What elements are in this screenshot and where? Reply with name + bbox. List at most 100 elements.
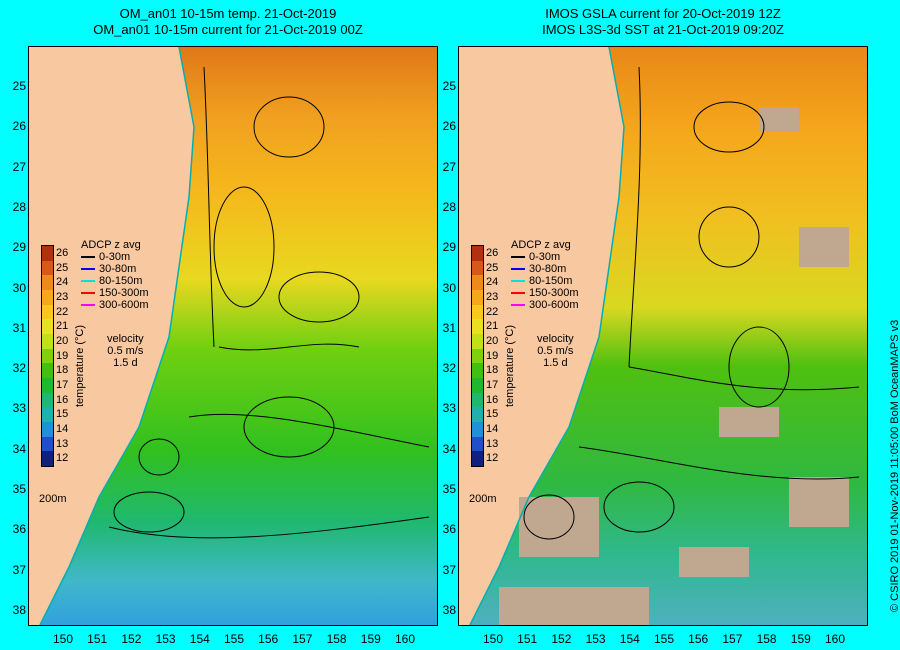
legend-item: 300-600m bbox=[511, 299, 579, 311]
left-velocity-duration: 1.5 d bbox=[113, 357, 138, 369]
left-legend-title: ADCP z avg bbox=[81, 239, 141, 251]
right-title-line2: IMOS L3S-3d SST at 21-Oct-2019 09:20Z bbox=[542, 22, 784, 37]
longitude-tick: 155 bbox=[653, 632, 675, 646]
legend-item: 80-150m bbox=[81, 275, 149, 287]
left-map-panel[interactable]: 26 25 24 23 22 21 20 19 18 17 16 15 14 13 12 temperatu… bbox=[28, 46, 438, 626]
latitude-tick: 29 bbox=[12, 240, 26, 255]
latitude-tick: 37 bbox=[12, 562, 26, 577]
colorbar-segment bbox=[42, 260, 53, 276]
legend-arrow-icon bbox=[81, 256, 95, 259]
colorbar-tick: 22 bbox=[486, 305, 499, 318]
right-ocean bbox=[470, 47, 867, 625]
colorbar-segment bbox=[472, 348, 483, 364]
legend-item-label: 30-80m bbox=[529, 263, 567, 275]
legend-arrow-icon bbox=[511, 292, 525, 295]
longitude-tick: 159 bbox=[360, 632, 381, 646]
colorbar-tick: 24 bbox=[486, 276, 499, 289]
colorbar-tick: 16 bbox=[56, 393, 69, 406]
colorbar-segment bbox=[42, 304, 53, 320]
colorbar-segment bbox=[472, 246, 483, 261]
colorbar-segment bbox=[42, 421, 53, 437]
left-colorbar-label: temperature (°C) bbox=[74, 324, 86, 407]
legend-item: 300-600m bbox=[81, 299, 149, 311]
copyright-text: © CSIRO 2019 01-Nov-2019 11:05:00 BoM Oc… bbox=[889, 319, 900, 612]
colorbar-segment bbox=[472, 377, 483, 393]
colorbar-segment bbox=[472, 333, 483, 349]
latitude-tick: 30 bbox=[442, 280, 456, 295]
colorbar-segment bbox=[472, 260, 483, 276]
colorbar-tick: 13 bbox=[56, 437, 69, 450]
longitude-tick: 159 bbox=[790, 632, 811, 646]
right-velocity-scale: 0.5 m/s bbox=[537, 345, 574, 357]
longitude-tick: 160 bbox=[824, 632, 846, 646]
colorbar-tick: 20 bbox=[486, 335, 499, 347]
latitude-tick: 34 bbox=[442, 441, 456, 456]
latitude-tick: 37 bbox=[442, 562, 456, 577]
colorbar-segment bbox=[42, 333, 53, 349]
colorbar-segment bbox=[472, 451, 483, 466]
colorbar-tick: 20 bbox=[56, 335, 69, 347]
legend-item-label: 80-150m bbox=[529, 275, 573, 287]
latitude-tick: 35 bbox=[442, 482, 456, 496]
longitude-tick: 155 bbox=[223, 632, 245, 646]
left-current-lines bbox=[108, 66, 430, 539]
legend-item-label: 30-80m bbox=[99, 263, 137, 275]
colorbar-tick: 23 bbox=[56, 291, 69, 303]
right-panel-title: IMOS GSLA current for 20-Oct-2019 12Z IM… bbox=[458, 6, 868, 38]
left-map-svg bbox=[39, 47, 437, 625]
longitude-tick: 150 bbox=[482, 632, 504, 646]
right-cloud-mask bbox=[499, 107, 849, 625]
legend-item: 80-150m bbox=[511, 275, 579, 287]
left-velocity-label: velocity bbox=[107, 333, 144, 345]
colorbar-tick: 13 bbox=[486, 437, 499, 450]
colorbar-segment bbox=[472, 319, 483, 334]
longitude-tick: 152 bbox=[121, 632, 142, 646]
longitude-tick: 160 bbox=[394, 632, 416, 646]
longitude-tick: 158 bbox=[326, 632, 347, 646]
colorbar-tick: 18 bbox=[486, 364, 499, 377]
longitude-tick: 157 bbox=[722, 632, 743, 646]
colorbar-tick: 14 bbox=[486, 423, 499, 435]
colorbar-tick: 14 bbox=[56, 423, 69, 435]
colorbar-segment bbox=[472, 363, 483, 378]
colorbar-segment bbox=[42, 436, 53, 452]
right-map-panel[interactable]: 26 25 24 23 22 21 20 19 18 17 16 15 14 13 12 temperatu… bbox=[458, 46, 868, 626]
legend-arrow-icon bbox=[81, 280, 95, 283]
longitude-tick: 156 bbox=[688, 632, 709, 646]
colorbar-tick: 22 bbox=[56, 305, 69, 318]
colorbar-segment bbox=[42, 319, 53, 334]
colorbar-segment bbox=[42, 407, 53, 422]
right-colorbar bbox=[471, 245, 484, 467]
colorbar-segment bbox=[472, 421, 483, 437]
right-legend: ADCP z avg 0-30m 30-80m 80-150m 150-300m 300… bbox=[511, 239, 579, 311]
colorbar-tick: 21 bbox=[56, 320, 69, 333]
right-coastline bbox=[469, 47, 625, 625]
longitude-tick: 154 bbox=[619, 632, 640, 646]
colorbar-segment bbox=[472, 436, 483, 452]
colorbar-tick: 15 bbox=[56, 408, 69, 421]
legend-arrow-icon bbox=[81, 304, 95, 307]
colorbar-tick: 21 bbox=[486, 320, 499, 333]
left-title-line1: OM_an01 10-15m temp. 21-Oct-2019 bbox=[119, 6, 337, 21]
legend-item-label: 0-30m bbox=[99, 251, 131, 263]
colorbar-tick: 18 bbox=[56, 364, 69, 377]
colorbar-tick: 25 bbox=[56, 261, 69, 274]
left-coastline bbox=[39, 47, 195, 625]
left-ocean bbox=[40, 47, 437, 625]
legend-item-label: 80-150m bbox=[99, 275, 143, 287]
longitude-tick: 150 bbox=[52, 632, 74, 646]
latitude-tick: 29 bbox=[442, 240, 456, 255]
right-colorbar-label: temperature (°C) bbox=[504, 324, 516, 407]
legend-item: 0-30m bbox=[81, 251, 149, 263]
colorbar-tick: 16 bbox=[486, 393, 499, 406]
latitude-tick: 26 bbox=[12, 119, 26, 134]
latitude-tick: 31 bbox=[442, 320, 456, 335]
latitude-tick: 32 bbox=[442, 361, 456, 376]
colorbar-tick: 12 bbox=[56, 452, 69, 465]
latitude-tick: 27 bbox=[12, 159, 26, 174]
colorbar-segment bbox=[42, 275, 53, 290]
legend-item-label: 0-30m bbox=[529, 251, 561, 263]
colorbar-tick: 19 bbox=[486, 349, 499, 362]
latitude-tick: 34 bbox=[12, 441, 26, 456]
colorbar-tick: 25 bbox=[486, 261, 499, 274]
